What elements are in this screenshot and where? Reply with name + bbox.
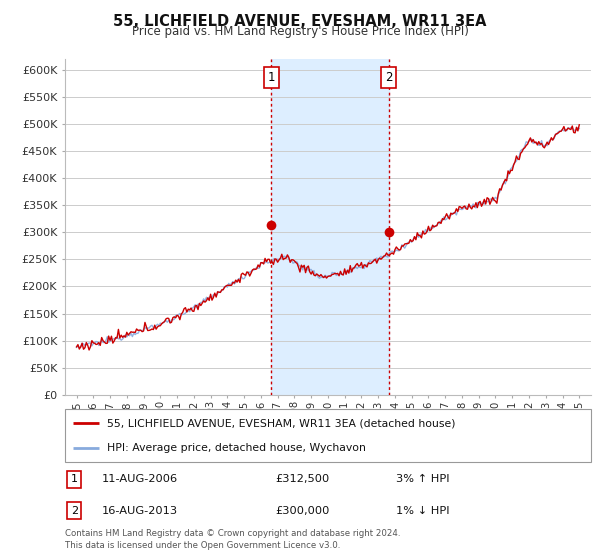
Text: £312,500: £312,500 <box>275 474 329 484</box>
Text: 1: 1 <box>71 474 78 484</box>
Text: Price paid vs. HM Land Registry's House Price Index (HPI): Price paid vs. HM Land Registry's House … <box>131 25 469 38</box>
Text: 55, LICHFIELD AVENUE, EVESHAM, WR11 3EA (detached house): 55, LICHFIELD AVENUE, EVESHAM, WR11 3EA … <box>107 418 455 428</box>
Text: 55, LICHFIELD AVENUE, EVESHAM, WR11 3EA: 55, LICHFIELD AVENUE, EVESHAM, WR11 3EA <box>113 14 487 29</box>
Text: 2: 2 <box>71 506 78 516</box>
Bar <box>271 59 389 395</box>
FancyBboxPatch shape <box>65 409 591 462</box>
Text: HPI: Average price, detached house, Wychavon: HPI: Average price, detached house, Wych… <box>107 442 366 452</box>
Text: £300,000: £300,000 <box>275 506 329 516</box>
Text: 3% ↑ HPI: 3% ↑ HPI <box>397 474 450 484</box>
Text: 11-AUG-2006: 11-AUG-2006 <box>101 474 178 484</box>
Text: 1: 1 <box>268 71 275 84</box>
Text: 16-AUG-2013: 16-AUG-2013 <box>101 506 178 516</box>
Text: 1% ↓ HPI: 1% ↓ HPI <box>397 506 450 516</box>
Text: Contains HM Land Registry data © Crown copyright and database right 2024.
This d: Contains HM Land Registry data © Crown c… <box>65 529 400 550</box>
Text: 2: 2 <box>385 71 392 84</box>
